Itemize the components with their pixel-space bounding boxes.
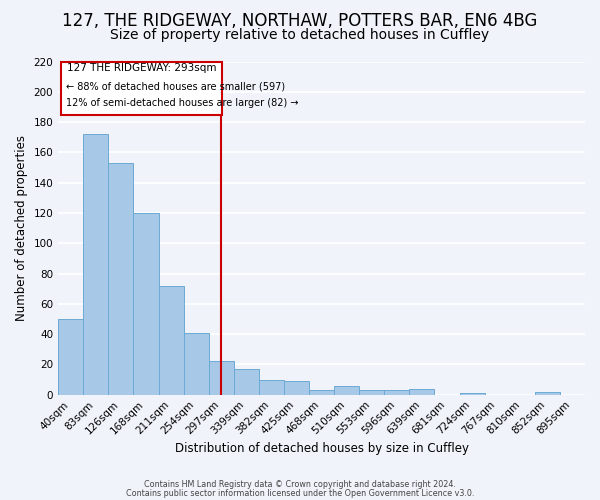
Text: Contains HM Land Registry data © Crown copyright and database right 2024.: Contains HM Land Registry data © Crown c… bbox=[144, 480, 456, 489]
Bar bbox=[359, 390, 385, 394]
Text: ← 88% of detached houses are smaller (597): ← 88% of detached houses are smaller (59… bbox=[65, 81, 285, 91]
Bar bbox=[58, 319, 83, 394]
Bar bbox=[259, 380, 284, 394]
Y-axis label: Number of detached properties: Number of detached properties bbox=[15, 135, 28, 321]
Bar bbox=[158, 286, 184, 395]
Bar bbox=[184, 332, 209, 394]
Bar bbox=[309, 390, 334, 394]
Bar bbox=[385, 390, 409, 394]
Bar bbox=[334, 386, 359, 394]
X-axis label: Distribution of detached houses by size in Cuffley: Distribution of detached houses by size … bbox=[175, 442, 469, 455]
Bar bbox=[535, 392, 560, 394]
Bar bbox=[133, 213, 158, 394]
Text: 127 THE RIDGEWAY: 293sqm: 127 THE RIDGEWAY: 293sqm bbox=[67, 63, 217, 73]
Bar bbox=[83, 134, 109, 394]
Bar bbox=[409, 388, 434, 394]
Text: Contains public sector information licensed under the Open Government Licence v3: Contains public sector information licen… bbox=[126, 488, 474, 498]
Bar bbox=[234, 369, 259, 394]
Text: Size of property relative to detached houses in Cuffley: Size of property relative to detached ho… bbox=[110, 28, 490, 42]
Bar bbox=[284, 381, 309, 394]
Text: 12% of semi-detached houses are larger (82) →: 12% of semi-detached houses are larger (… bbox=[65, 98, 298, 108]
Bar bbox=[109, 163, 133, 394]
FancyBboxPatch shape bbox=[61, 62, 223, 114]
Bar bbox=[209, 362, 234, 394]
Text: 127, THE RIDGEWAY, NORTHAW, POTTERS BAR, EN6 4BG: 127, THE RIDGEWAY, NORTHAW, POTTERS BAR,… bbox=[62, 12, 538, 30]
Bar bbox=[460, 393, 485, 394]
